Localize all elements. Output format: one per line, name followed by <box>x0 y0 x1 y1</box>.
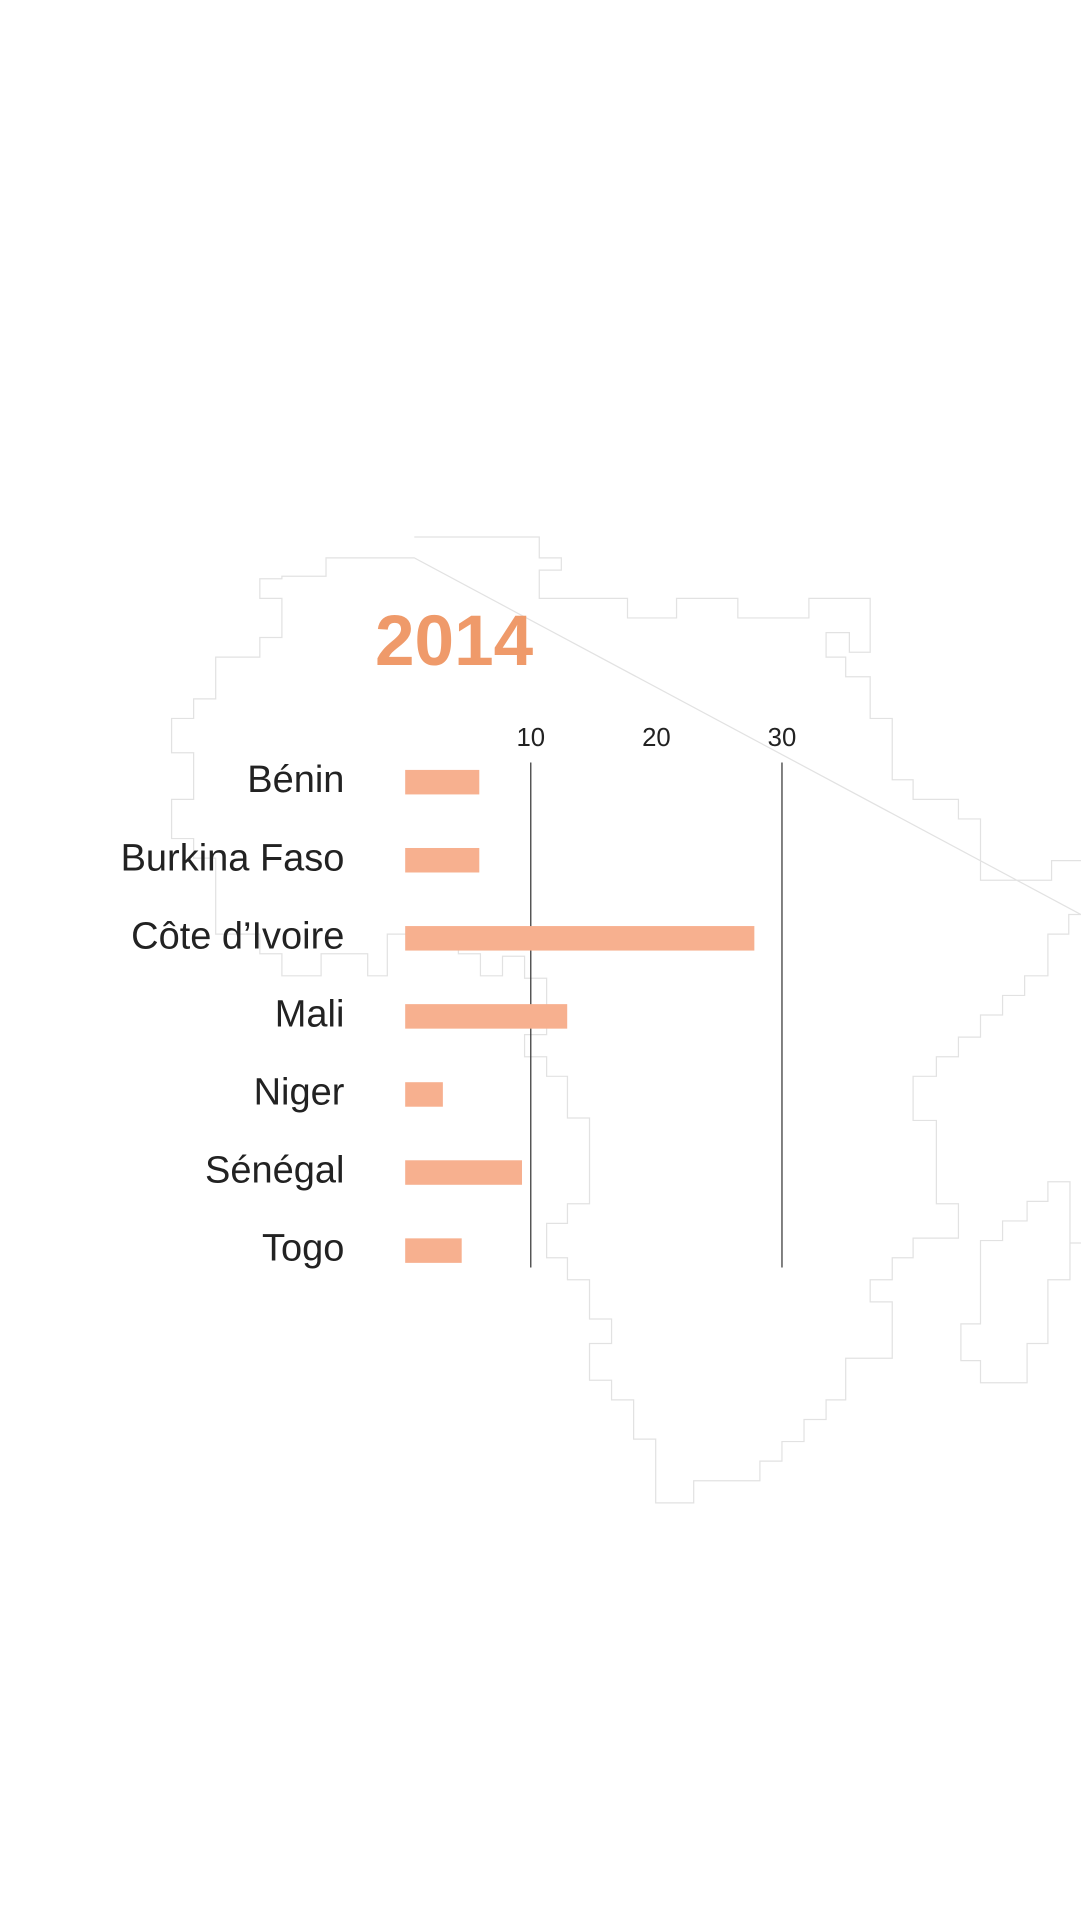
x-tick-label: 20 <box>642 724 671 752</box>
bar <box>405 1160 522 1185</box>
y-tick-label: Bénin <box>247 759 344 801</box>
y-tick-label: Niger <box>254 1071 345 1113</box>
bar <box>405 1082 443 1107</box>
y-tick-label: Sénégal <box>205 1150 344 1192</box>
bar <box>405 1238 462 1263</box>
y-tick-label: Côte d’Ivoire <box>131 915 344 957</box>
bar <box>405 1004 568 1029</box>
y-tick-label: Mali <box>275 993 345 1035</box>
bar <box>405 769 480 795</box>
y-tick-label: Burkina Faso <box>121 837 345 879</box>
chart-title: 2014 <box>375 602 534 681</box>
bar <box>405 926 755 951</box>
x-tick-label: 30 <box>768 724 797 752</box>
map-outline <box>170 536 1081 1504</box>
y-tick-label: Togo <box>262 1228 344 1270</box>
x-tick-label: 10 <box>516 724 545 752</box>
bar <box>405 847 480 873</box>
